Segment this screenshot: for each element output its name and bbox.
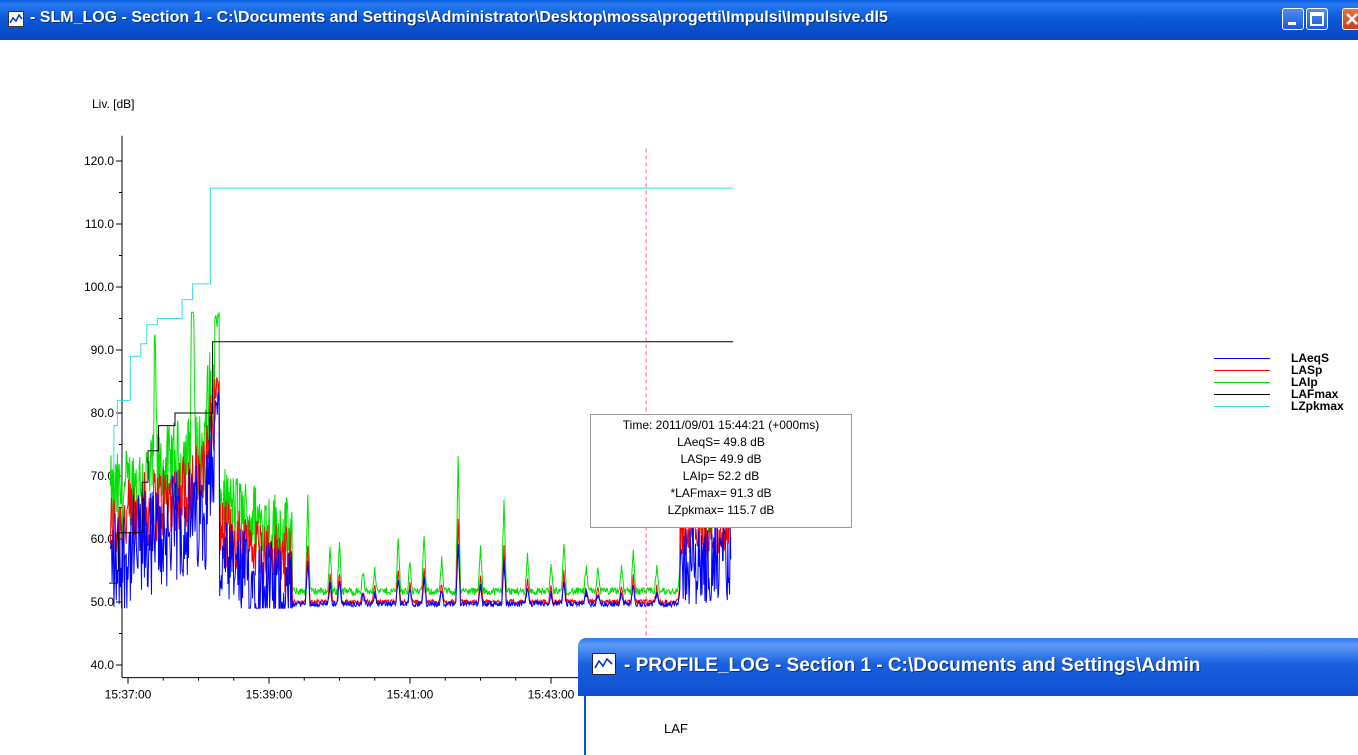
window-title: - SLM_LOG - Section 1 - C:\Documents and… bbox=[30, 9, 888, 26]
legend-item-lasp[interactable]: LASp bbox=[1214, 364, 1358, 376]
tooltip-lafmax: *LAFmax= 91.3 dB bbox=[670, 486, 772, 500]
y-axis-label: Liv. [dB] bbox=[92, 97, 134, 111]
maximize-button[interactable] bbox=[1306, 8, 1328, 30]
y-tick-label: 90.0 bbox=[91, 343, 115, 357]
legend-label: LASp bbox=[1291, 363, 1323, 377]
close-button[interactable] bbox=[1342, 8, 1358, 30]
legend-label: LZpkmax bbox=[1291, 399, 1344, 413]
legend-item-laip[interactable]: LAIp bbox=[1214, 376, 1358, 388]
legend-label: LAeqS bbox=[1291, 351, 1330, 365]
legend-swatch bbox=[1214, 382, 1270, 383]
x-tick-label: 15:43:00 bbox=[528, 688, 575, 702]
tooltip-laeqs: LAeqS= 49.8 dB bbox=[677, 435, 765, 449]
legend-item-lzpkmax[interactable]: LZpkmax bbox=[1214, 400, 1358, 412]
y-tick-label: 110.0 bbox=[85, 217, 114, 231]
x-tick-label: 15:41:00 bbox=[387, 688, 434, 702]
y-tick-label: 50.0 bbox=[91, 595, 115, 609]
x-tick-label: 15:39:00 bbox=[246, 688, 293, 702]
tooltip-lzpkmax: LZpkmax= 115.7 dB bbox=[667, 503, 775, 517]
legend-label: LAFmax bbox=[1291, 387, 1339, 401]
series-laip-line bbox=[109, 311, 732, 597]
profile-window-title: - PROFILE_LOG - Section 1 - C:\Documents… bbox=[624, 655, 1201, 676]
series-lzpkmax-line bbox=[109, 187, 734, 471]
tooltip-lasp: LASp= 49.9 dB bbox=[680, 452, 762, 466]
title-bar[interactable]: - SLM_LOG - Section 1 - C:\Documents and… bbox=[0, 0, 1358, 40]
plot-area[interactable]: Liv. [dB] 120.0 110.0 100.0 90.0 80.0 70.0 60.… bbox=[0, 40, 1358, 755]
cursor-tooltip: Time: 2011/09/01 15:44:21 (+000ms) LAeqS… bbox=[590, 414, 852, 528]
profile-window-icon bbox=[592, 653, 616, 675]
legend-item-laeqs[interactable]: LAeqS bbox=[1214, 352, 1358, 364]
legend-label: LAIp bbox=[1291, 375, 1318, 389]
x-tick-label: 15:37:00 bbox=[105, 688, 152, 702]
series-laeqs-line bbox=[109, 391, 732, 609]
tooltip-laip: LAIp= 52.2 dB bbox=[682, 469, 760, 483]
y-tick-label: 80.0 bbox=[91, 406, 115, 420]
legend-swatch bbox=[1214, 406, 1270, 407]
series-lafmax-line bbox=[109, 341, 734, 584]
profile-title-bar[interactable]: - PROFILE_LOG - Section 1 - C:\Documents… bbox=[578, 638, 1358, 696]
y-tick-label: 70.0 bbox=[91, 469, 115, 483]
legend-item-lafmax[interactable]: LAFmax bbox=[1214, 388, 1358, 400]
chart-legend: LAeqS LASp LAIp LAFmax LZpkmax bbox=[1214, 352, 1358, 412]
legend-swatch bbox=[1214, 394, 1270, 395]
tooltip-time: Time: 2011/09/01 15:44:21 (+000ms) bbox=[622, 418, 820, 432]
y-tick-label: 100.0 bbox=[84, 280, 114, 294]
chart-window-icon bbox=[8, 11, 24, 27]
y-tick-label: 120.0 bbox=[84, 154, 114, 168]
y-tick-label: 40.0 bbox=[91, 658, 115, 672]
minimize-button[interactable] bbox=[1282, 8, 1304, 30]
level-chart[interactable]: Liv. [dB] 120.0 110.0 100.0 90.0 80.0 70.0 60.… bbox=[0, 40, 1358, 755]
profile-log-window[interactable]: - PROFILE_LOG - Section 1 - C:\Documents… bbox=[578, 638, 1358, 755]
y-tick-label: 60.0 bbox=[91, 532, 115, 546]
legend-swatch bbox=[1214, 358, 1270, 359]
legend-swatch bbox=[1214, 370, 1270, 371]
profile-axis-label: LAF bbox=[664, 721, 688, 736]
profile-body bbox=[584, 696, 1358, 755]
